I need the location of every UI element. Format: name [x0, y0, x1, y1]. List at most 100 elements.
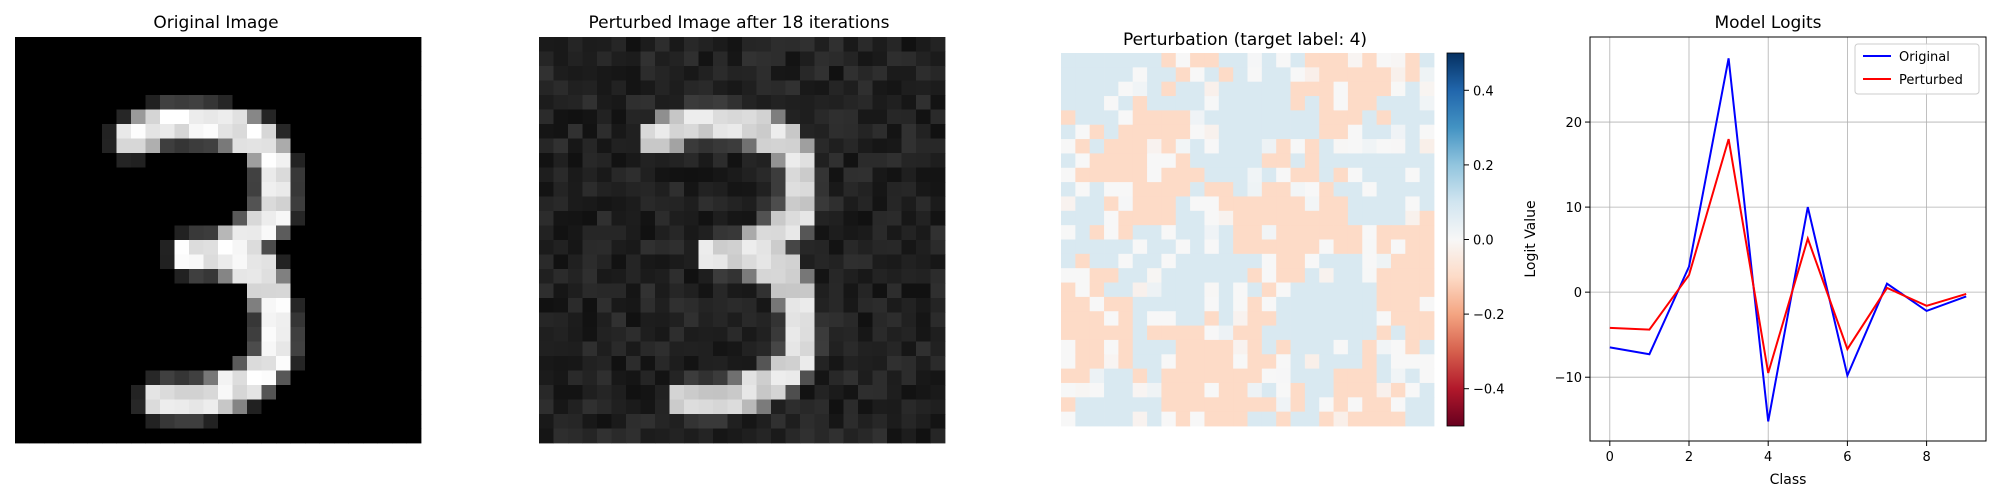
perturbation-pixel: [1347, 339, 1363, 355]
perturbation-pixel: [1089, 225, 1105, 240]
perturbed-pixel: [930, 167, 946, 183]
original-pixel: [145, 51, 161, 67]
original-pixel: [87, 124, 103, 139]
original-pixel: [116, 95, 132, 110]
perturbation-pixel: [1247, 81, 1263, 97]
original-pixel: [363, 211, 378, 226]
perturbed-pixel: [669, 327, 685, 342]
original-pixel: [174, 414, 190, 429]
perturbation-pixel: [1175, 182, 1191, 197]
perturbed-pixel: [872, 211, 888, 226]
perturbation-pixel: [1362, 339, 1378, 355]
perturbation-pixel: [1319, 268, 1334, 283]
perturbation-pixel: [1175, 225, 1191, 240]
original-pixel: [319, 138, 335, 154]
original-pixel: [44, 370, 59, 386]
perturbation-pixel: [1276, 311, 1291, 326]
perturbation-pixel: [1247, 296, 1263, 312]
perturbation-pixel: [1161, 411, 1177, 427]
perturbed-pixel: [727, 312, 743, 328]
perturbed-pixel: [756, 269, 772, 284]
perturbation-pixel: [1290, 167, 1306, 183]
original-pixel: [334, 283, 349, 299]
perturbed-pixel: [916, 124, 931, 139]
original-pixel: [174, 95, 190, 110]
original-pixel: [102, 341, 117, 357]
perturbed-pixel: [582, 428, 598, 444]
perturbed-pixel: [539, 51, 554, 67]
original-pixel: [189, 298, 204, 313]
perturbed-pixel: [872, 153, 888, 168]
original-pixel: [392, 124, 407, 139]
perturbed-pixel: [597, 399, 612, 415]
perturbation-pixel: [1147, 268, 1162, 283]
perturbation-pixel: [1233, 53, 1248, 68]
original-pixel: [174, 428, 190, 444]
perturbation-pixel: [1061, 196, 1076, 212]
perturbed-pixel: [582, 66, 598, 81]
perturbation-pixel: [1362, 225, 1378, 240]
perturbed-pixel: [539, 298, 554, 313]
original-pixel: [29, 109, 45, 125]
original-pixel: [116, 414, 132, 429]
original-pixel: [247, 370, 262, 386]
perturbation-pixel: [1290, 268, 1306, 283]
original-pixel: [44, 211, 59, 226]
original-pixel: [363, 370, 378, 386]
perturbed-pixel: [727, 211, 743, 226]
perturbation-pixel: [1204, 124, 1220, 140]
original-pixel: [232, 124, 248, 139]
perturbation-pixel: [1247, 368, 1263, 384]
perturbation-pixel: [1204, 354, 1220, 370]
original-pixel: [87, 240, 103, 255]
perturbation-pixel: [1104, 354, 1119, 370]
original-pixel: [58, 298, 74, 313]
perturbed-pixel: [698, 327, 714, 342]
original-pixel: [189, 240, 204, 255]
perturbation-pixel: [1233, 139, 1248, 154]
original-pixel: [116, 138, 132, 154]
perturbed-pixel: [727, 269, 743, 284]
original-pixel: [189, 283, 204, 299]
original-pixel: [73, 385, 88, 400]
perturbation-pixel: [1075, 253, 1091, 269]
original-pixel: [44, 385, 59, 400]
perturbed-pixel: [640, 327, 656, 342]
original-pixel: [218, 225, 233, 241]
original-pixel: [218, 298, 233, 313]
perturbed-pixel: [669, 167, 685, 183]
perturbation-pixel: [1376, 268, 1392, 283]
perturbation-pixel: [1161, 53, 1177, 68]
original-pixel: [160, 167, 175, 183]
original-pixel: [102, 51, 117, 67]
perturbation-pixel: [1218, 81, 1234, 97]
perturbation-pixel: [1261, 411, 1277, 427]
perturbed-pixel: [756, 341, 772, 357]
perturbed-pixel: [785, 138, 801, 154]
original-pixel: [203, 66, 219, 81]
perturbed-pixel: [727, 399, 743, 415]
perturbation-pixel: [1175, 368, 1191, 384]
perturbation-pixel: [1405, 96, 1421, 111]
original-pixel: [232, 153, 248, 168]
perturbation-pixel: [1247, 67, 1263, 83]
perturbation-pixel: [1190, 139, 1205, 154]
perturbed-pixel: [930, 109, 946, 125]
perturbation-pixel: [1204, 282, 1220, 298]
perturbation-pixel: [1247, 96, 1263, 111]
original-pixel: [174, 51, 190, 67]
perturbed-pixel: [582, 370, 598, 386]
original-pixel: [377, 298, 393, 313]
perturbation-pixel: [1333, 167, 1349, 183]
original-pixel: [348, 240, 364, 255]
original-pixel: [377, 283, 393, 299]
perturbed-pixel: [771, 269, 786, 284]
original-pixel: [102, 109, 117, 125]
original-pixel: [348, 428, 364, 444]
perturbation-pixel: [1190, 167, 1205, 183]
original-pixel: [247, 312, 262, 328]
original-pixel: [247, 167, 262, 183]
perturbation-pixel: [1390, 268, 1406, 283]
original-pixel: [261, 167, 277, 183]
original-pixel: [232, 327, 248, 342]
